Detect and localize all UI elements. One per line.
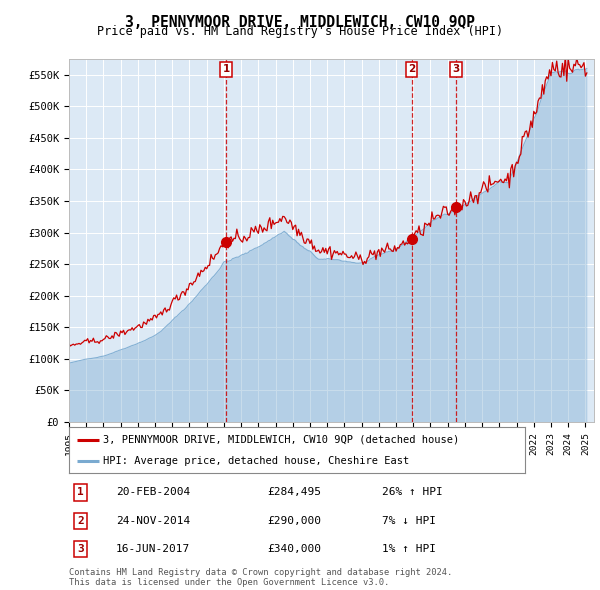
Text: 7% ↓ HPI: 7% ↓ HPI	[382, 516, 436, 526]
Text: £340,000: £340,000	[268, 544, 322, 554]
Text: 2: 2	[408, 64, 415, 74]
Text: HPI: Average price, detached house, Cheshire East: HPI: Average price, detached house, Ches…	[103, 455, 409, 466]
Text: 26% ↑ HPI: 26% ↑ HPI	[382, 487, 443, 497]
Text: 24-NOV-2014: 24-NOV-2014	[116, 516, 190, 526]
Text: Contains HM Land Registry data © Crown copyright and database right 2024.: Contains HM Land Registry data © Crown c…	[69, 568, 452, 576]
Text: 3, PENNYMOOR DRIVE, MIDDLEWICH, CW10 9QP (detached house): 3, PENNYMOOR DRIVE, MIDDLEWICH, CW10 9QP…	[103, 435, 460, 445]
Text: 3: 3	[77, 544, 84, 554]
Text: 1: 1	[223, 64, 230, 74]
Text: 1% ↑ HPI: 1% ↑ HPI	[382, 544, 436, 554]
Text: 20-FEB-2004: 20-FEB-2004	[116, 487, 190, 497]
Text: Price paid vs. HM Land Registry's House Price Index (HPI): Price paid vs. HM Land Registry's House …	[97, 25, 503, 38]
Text: 3: 3	[452, 64, 459, 74]
Text: 2: 2	[77, 516, 84, 526]
Text: This data is licensed under the Open Government Licence v3.0.: This data is licensed under the Open Gov…	[69, 578, 389, 587]
Text: £284,495: £284,495	[268, 487, 322, 497]
Text: £290,000: £290,000	[268, 516, 322, 526]
Text: 16-JUN-2017: 16-JUN-2017	[116, 544, 190, 554]
Text: 3, PENNYMOOR DRIVE, MIDDLEWICH, CW10 9QP: 3, PENNYMOOR DRIVE, MIDDLEWICH, CW10 9QP	[125, 15, 475, 30]
Text: 1: 1	[77, 487, 84, 497]
